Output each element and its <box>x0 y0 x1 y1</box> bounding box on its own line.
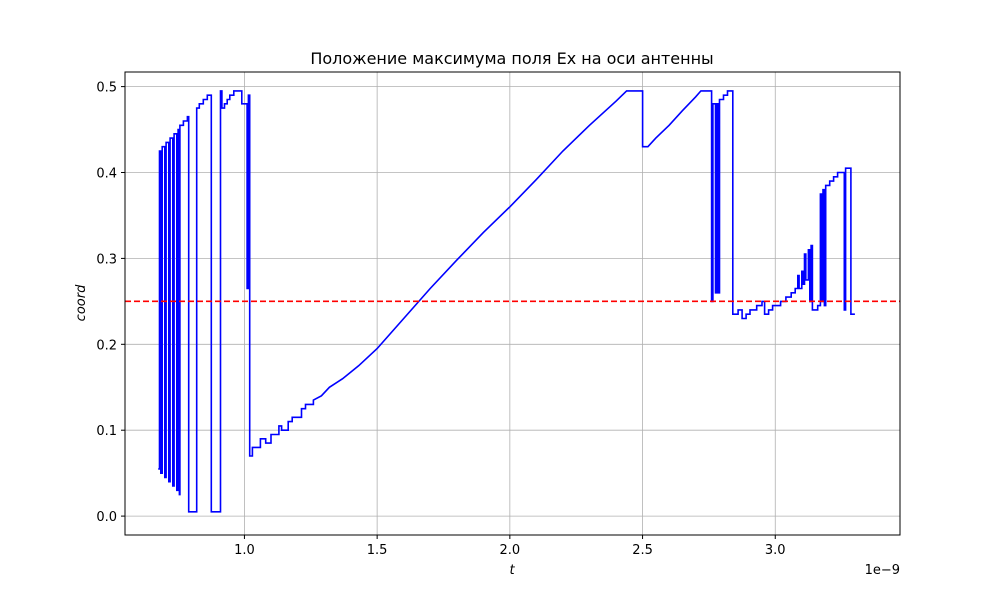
series-line <box>158 90 855 513</box>
x-axis-label: t <box>509 563 515 578</box>
y-tick-label: 0.5 <box>96 81 117 96</box>
x-tick-label: 2.0 <box>500 543 521 558</box>
x-tick-label: 1.5 <box>367 543 388 558</box>
axis-ticks: 1.0 1.5 2.0 2.5 3.0 0.0 0.1 0.2 0.3 0.4 0.5 <box>96 81 785 558</box>
grid-lines <box>125 72 900 535</box>
x-tick-label: 3.0 <box>765 543 786 558</box>
chart-title: Положение максимума поля Ex на оси антен… <box>310 49 713 68</box>
plot-data <box>125 90 900 513</box>
y-tick-label: 0.0 <box>96 510 117 525</box>
y-tick-label: 0.4 <box>96 167 117 182</box>
x-tick-label: 2.5 <box>632 543 653 558</box>
y-tick-label: 0.3 <box>96 252 117 267</box>
y-tick-label: 0.1 <box>96 424 117 439</box>
plot-frame <box>124 71 901 536</box>
y-tick-label: 0.2 <box>96 338 117 353</box>
x-axis-offset-label: 1e−9 <box>865 563 900 578</box>
y-axis-label: coord <box>74 284 89 321</box>
x-tick-label: 1.0 <box>234 543 255 558</box>
